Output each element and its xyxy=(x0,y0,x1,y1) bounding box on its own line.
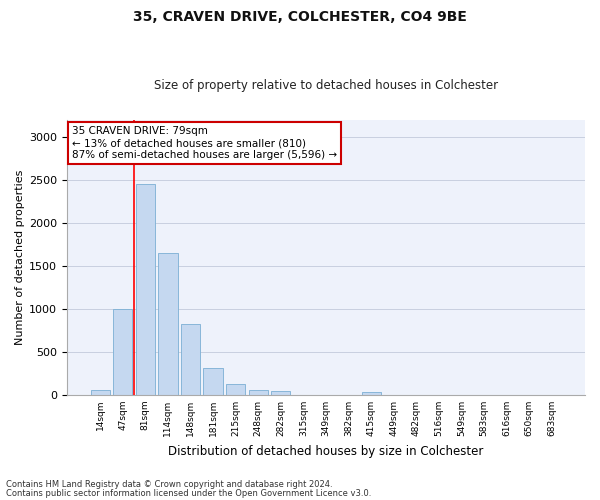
Text: 35, CRAVEN DRIVE, COLCHESTER, CO4 9BE: 35, CRAVEN DRIVE, COLCHESTER, CO4 9BE xyxy=(133,10,467,24)
Text: Contains HM Land Registry data © Crown copyright and database right 2024.: Contains HM Land Registry data © Crown c… xyxy=(6,480,332,489)
Bar xyxy=(181,324,200,395)
Bar xyxy=(362,392,381,395)
Bar xyxy=(158,253,178,395)
Text: Contains public sector information licensed under the Open Government Licence v3: Contains public sector information licen… xyxy=(6,488,371,498)
Bar xyxy=(113,309,133,395)
Y-axis label: Number of detached properties: Number of detached properties xyxy=(15,170,25,345)
Bar xyxy=(91,390,110,395)
Bar xyxy=(271,391,290,395)
Text: 35 CRAVEN DRIVE: 79sqm
← 13% of detached houses are smaller (810)
87% of semi-de: 35 CRAVEN DRIVE: 79sqm ← 13% of detached… xyxy=(72,126,337,160)
Title: Size of property relative to detached houses in Colchester: Size of property relative to detached ho… xyxy=(154,79,498,92)
X-axis label: Distribution of detached houses by size in Colchester: Distribution of detached houses by size … xyxy=(169,444,484,458)
Bar xyxy=(203,368,223,395)
Bar xyxy=(136,184,155,395)
Bar xyxy=(248,390,268,395)
Bar xyxy=(226,384,245,395)
